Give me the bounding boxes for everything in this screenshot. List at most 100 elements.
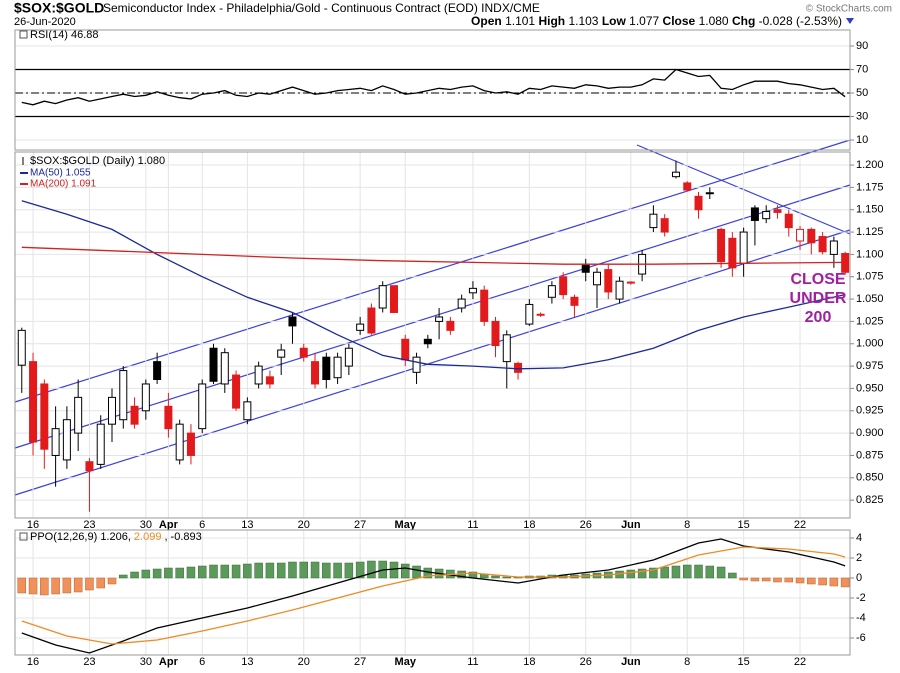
histogram-bar	[175, 567, 184, 579]
description: Semiconductor Index - Philadelphia/Gold …	[103, 1, 540, 15]
histogram-bar	[784, 577, 794, 583]
candle-body	[198, 383, 207, 430]
histogram-bar	[649, 567, 658, 579]
x-tick-label: 27	[354, 519, 366, 531]
annotation: 200	[805, 309, 832, 326]
quote: Open 1.101 High 1.103 Low 1.077 Close 1.…	[471, 14, 842, 28]
histogram-bar	[96, 577, 105, 589]
quote-label: Chg	[732, 14, 755, 28]
candle-body	[344, 347, 353, 367]
candle-body	[660, 218, 669, 233]
candle-body	[435, 316, 444, 322]
histogram-bar	[626, 569, 636, 579]
quote-label: Low	[602, 14, 627, 28]
histogram-bar	[694, 564, 703, 579]
x-tick-label: Apr	[159, 519, 179, 531]
candle-body	[559, 276, 568, 296]
candle-body	[175, 423, 184, 461]
x-tick-label: 8	[684, 519, 690, 531]
x-tick-label: 16	[27, 656, 39, 668]
candle-body	[457, 298, 466, 309]
series-line	[21, 538, 846, 654]
histogram-bar	[288, 561, 297, 579]
panel-label: RSI(14) 46.88	[30, 29, 98, 41]
series-line	[21, 246, 846, 265]
candle-body	[547, 285, 556, 298]
y-tick-label: -2	[856, 592, 866, 604]
candle-body	[119, 370, 128, 421]
y-tick-label: 1.150	[856, 204, 884, 216]
x-tick-label: 22	[794, 656, 806, 668]
quote-label: Open	[471, 14, 502, 28]
candle-body	[717, 228, 726, 263]
candle-body	[525, 303, 534, 325]
dropdown-icon[interactable]	[846, 18, 854, 24]
y-tick-label: 70	[856, 63, 868, 75]
channel-middle	[14, 184, 851, 449]
x-tick-label: 18	[523, 656, 535, 668]
x-tick-label: 11	[467, 519, 478, 531]
histogram-bar	[130, 571, 139, 579]
quote-label: High	[538, 14, 565, 28]
histogram-bar	[389, 561, 399, 579]
histogram-bar	[716, 566, 726, 579]
x-tick-label: 13	[241, 519, 253, 531]
candle-body	[288, 316, 297, 327]
x-tick-label: 6	[199, 656, 205, 668]
y-tick-label: -4	[856, 612, 866, 624]
histogram-bar	[818, 577, 827, 586]
histogram-bar	[412, 565, 421, 579]
histogram-bar	[276, 562, 286, 579]
histogram-bar	[682, 564, 692, 579]
histogram-bar	[773, 577, 782, 583]
histogram-bar	[310, 561, 320, 579]
candle-body	[773, 209, 782, 213]
candle-body	[468, 287, 477, 294]
panel-frame	[14, 529, 851, 656]
candle-body	[356, 323, 365, 331]
label-icon	[19, 30, 28, 39]
histogram-bar	[660, 566, 669, 579]
y-tick-label: 1.000	[856, 338, 884, 350]
panel-label-part: 2.099	[134, 531, 162, 543]
y-tick-label: 0.900	[856, 427, 884, 439]
y-tick-label: 1.025	[856, 315, 884, 327]
candle-body	[784, 213, 793, 229]
x-tick-label: 30	[140, 656, 152, 668]
histogram-bar	[637, 568, 647, 579]
histogram-bar	[231, 564, 241, 579]
histogram-bar	[761, 577, 771, 582]
symbol: $SOX:$GOLD	[14, 0, 104, 16]
candle-body	[108, 396, 117, 425]
x-tick-label: 23	[83, 519, 95, 531]
candle-body	[401, 338, 410, 361]
candle-body	[265, 376, 274, 385]
candle-body	[796, 228, 805, 242]
panel-label: $SOX:$GOLD (Daily) 1.080	[30, 155, 165, 167]
histogram-bar	[40, 577, 49, 596]
panel-label-part: , -0.893	[164, 531, 201, 543]
date: 26-Jun-2020	[14, 16, 76, 28]
candle-body	[807, 228, 816, 244]
candle-body	[671, 171, 680, 178]
y-tick-label: 1.050	[856, 293, 884, 305]
panel-label-part: PPO(12,26,9) 1.206,	[30, 531, 131, 543]
trend-lines	[14, 139, 851, 496]
histogram-bar	[152, 568, 162, 579]
candle-body	[649, 213, 658, 229]
histogram-bar	[795, 577, 805, 584]
candle-body	[232, 374, 241, 409]
histogram-bar	[829, 577, 839, 587]
histogram-bar	[107, 577, 117, 585]
y-tick-label: 0	[856, 572, 862, 584]
quote-value: -0.028 (-2.53%)	[759, 14, 842, 28]
candle-body	[254, 365, 263, 385]
candle-body	[581, 264, 590, 273]
x-tick-label: 22	[794, 519, 806, 531]
panel-label: PPO(12,26,9) 1.206, 2.099, -0.893	[30, 531, 202, 543]
candle-body	[615, 280, 624, 300]
candle-body	[243, 401, 252, 421]
candle-body	[40, 383, 49, 450]
y-tick-label: 50	[856, 87, 868, 99]
